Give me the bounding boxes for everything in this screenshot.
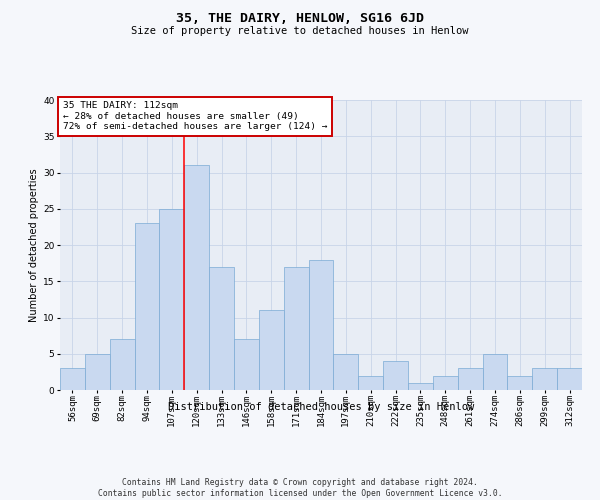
Bar: [532, 368, 557, 390]
Bar: [284, 267, 308, 390]
Text: 35 THE DAIRY: 112sqm
← 28% of detached houses are smaller (49)
72% of semi-detac: 35 THE DAIRY: 112sqm ← 28% of detached h…: [62, 102, 327, 132]
Bar: [358, 376, 383, 390]
Bar: [184, 165, 209, 390]
Bar: [557, 368, 582, 390]
Bar: [85, 354, 110, 390]
Bar: [458, 368, 482, 390]
Text: 35, THE DAIRY, HENLOW, SG16 6JD: 35, THE DAIRY, HENLOW, SG16 6JD: [176, 12, 424, 26]
Y-axis label: Number of detached properties: Number of detached properties: [29, 168, 39, 322]
Bar: [508, 376, 532, 390]
Bar: [334, 354, 358, 390]
Bar: [160, 209, 184, 390]
Text: Contains HM Land Registry data © Crown copyright and database right 2024.
Contai: Contains HM Land Registry data © Crown c…: [98, 478, 502, 498]
Bar: [259, 310, 284, 390]
Bar: [134, 223, 160, 390]
Bar: [60, 368, 85, 390]
Bar: [308, 260, 334, 390]
Bar: [234, 339, 259, 390]
Bar: [110, 339, 134, 390]
Bar: [433, 376, 458, 390]
Bar: [383, 361, 408, 390]
Bar: [408, 383, 433, 390]
Text: Size of property relative to detached houses in Henlow: Size of property relative to detached ho…: [131, 26, 469, 36]
Bar: [209, 267, 234, 390]
Text: Distribution of detached houses by size in Henlow: Distribution of detached houses by size …: [168, 402, 474, 412]
Bar: [482, 354, 508, 390]
